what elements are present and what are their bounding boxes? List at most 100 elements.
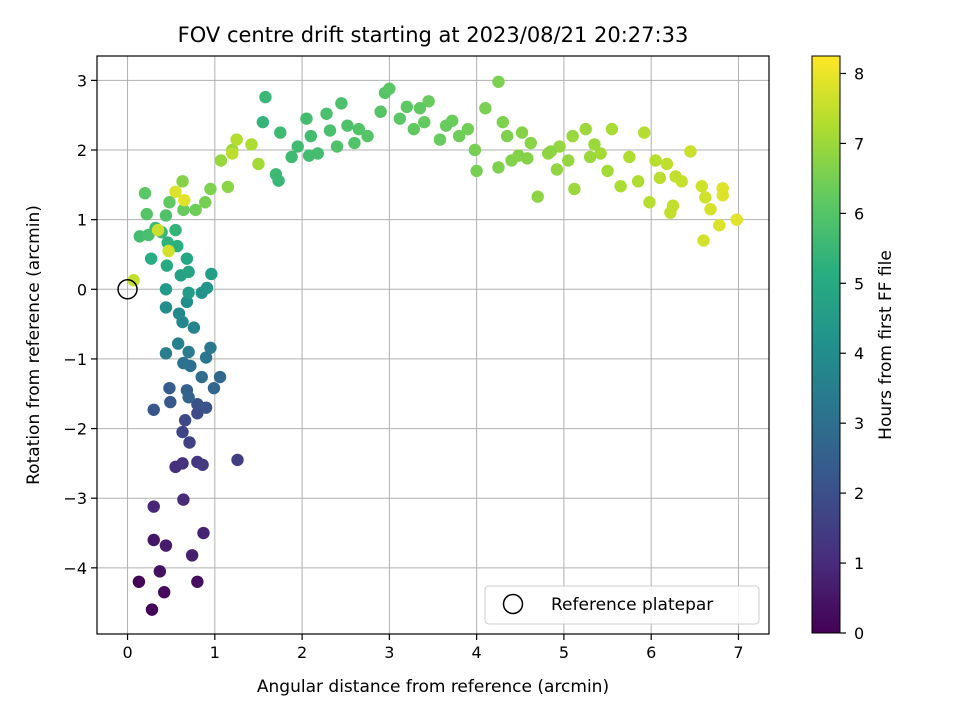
chart-title: FOV centre drift starting at 2023/08/21 … <box>178 23 689 47</box>
y-axis-ticks: −4 −3 −2 −1 0 1 2 3 <box>63 71 97 578</box>
data-point-12 <box>176 457 189 470</box>
data-point-upper-12 <box>341 119 354 132</box>
colorbar-tick-label: 1 <box>854 554 864 573</box>
x-tick-label: 6 <box>646 643 656 662</box>
data-point-49 <box>180 252 194 265</box>
data-point-upper-10 <box>323 124 337 137</box>
data-point-upper-65 <box>562 154 575 167</box>
data-point-60 <box>140 207 153 221</box>
data-point-upper-76 <box>550 163 564 176</box>
data-point-4 <box>153 565 167 578</box>
data-point-79 <box>178 193 191 207</box>
data-point-upper-18 <box>393 112 407 125</box>
data-point-upper-0 <box>256 115 270 129</box>
data-point-upper-23 <box>433 133 447 146</box>
y-tick-label: 0 <box>77 280 87 299</box>
data-point-upper-1 <box>259 90 272 104</box>
data-point-46 <box>205 267 218 281</box>
data-point-upper-66 <box>583 150 597 164</box>
legend-marker <box>502 593 524 615</box>
data-point-40 <box>159 301 173 314</box>
data-point-upper-77 <box>588 138 601 151</box>
data-point-59 <box>159 209 173 222</box>
data-point-44 <box>159 283 173 296</box>
data-point-upper-34 <box>531 190 544 203</box>
legend-entry: Reference platepar <box>551 595 713 615</box>
data-point-62 <box>163 196 176 209</box>
y-tick-label: −1 <box>63 350 87 369</box>
data-point-21 <box>199 401 213 414</box>
data-point-upper-78 <box>302 149 316 162</box>
data-point-72 <box>245 138 258 151</box>
data-point-upper-40 <box>594 147 607 160</box>
y-axis-label: Rotation from reference (arcmin) <box>24 205 44 485</box>
data-point-75 <box>127 274 140 287</box>
data-point-upper-21 <box>418 115 431 129</box>
colorbar-ticks: 0 1 2 3 4 5 6 7 8 <box>840 64 864 643</box>
y-tick-label: −3 <box>63 489 87 508</box>
data-point-upper-75 <box>521 152 534 165</box>
data-point-5 <box>147 533 160 547</box>
data-point-76 <box>151 223 165 237</box>
data-point-51 <box>144 252 158 265</box>
x-tick-label: 2 <box>297 643 307 662</box>
data-point-upper-26 <box>461 122 475 136</box>
data-point-upper-9 <box>320 107 333 121</box>
data-point-upper-69 <box>649 154 662 167</box>
data-point-upper-22 <box>422 95 435 108</box>
colorbar-tick-label: 0 <box>854 624 864 643</box>
reference-point <box>117 279 138 300</box>
data-point-upper-5 <box>291 140 304 153</box>
colorbar-tick-label: 2 <box>854 484 864 503</box>
data-point-22 <box>147 403 160 416</box>
data-point-37 <box>187 321 201 334</box>
legend-box <box>484 585 760 625</box>
colorbar-tick-label: 8 <box>854 64 864 83</box>
data-point-upper-45 <box>643 196 656 209</box>
colorbar-tick-label: 6 <box>854 204 864 223</box>
data-point-65 <box>199 196 212 209</box>
data-point-upper-19 <box>400 100 414 114</box>
data-point-upper-6 <box>300 112 313 125</box>
data-point-upper-53 <box>704 203 717 216</box>
data-point-upper-14 <box>361 129 374 143</box>
data-point-50 <box>160 259 174 272</box>
data-point-23 <box>164 395 177 409</box>
data-point-68 <box>221 180 235 194</box>
colorbar: 0 1 2 3 4 5 6 7 8 Hours from first FF file <box>811 55 896 643</box>
data-point-upper-59 <box>413 102 427 115</box>
data-point-26 <box>182 391 195 404</box>
data-point-upper-71 <box>699 191 712 204</box>
data-point-upper-27 <box>468 143 482 157</box>
data-point-upper-61 <box>470 164 483 178</box>
data-point-upper-33 <box>524 136 537 150</box>
data-point-8 <box>197 526 210 540</box>
colorbar-tick-label: 4 <box>854 344 864 363</box>
data-point-upper-3 <box>274 126 287 139</box>
reference-marker <box>117 279 138 300</box>
x-tick-label: 7 <box>733 643 743 662</box>
data-point-upper-70 <box>669 170 682 183</box>
data-point-upper-37 <box>566 129 579 143</box>
legend: Reference platepar <box>484 585 760 625</box>
data-point-3 <box>191 575 204 588</box>
x-tick-label: 4 <box>472 643 482 662</box>
data-point-upper-46 <box>653 171 667 185</box>
data-point-upper-68 <box>631 175 645 188</box>
data-point-61 <box>138 186 152 200</box>
data-point-upper-4 <box>285 150 298 164</box>
x-axis-ticks: 0 1 2 3 4 5 6 7 <box>122 634 744 662</box>
data-point-69 <box>214 154 228 167</box>
data-point-14 <box>196 458 209 471</box>
data-point-0 <box>132 575 146 588</box>
colorbar-tick-label: 5 <box>854 274 864 293</box>
data-point-36 <box>171 337 185 350</box>
data-point-32 <box>199 351 213 364</box>
data-point-upper-38 <box>568 182 581 196</box>
data-point-upper-60 <box>439 119 453 132</box>
data-point-45 <box>182 286 195 299</box>
data-point-upper-43 <box>623 150 636 164</box>
data-point-upper-13 <box>348 136 361 150</box>
data-point-upper-47 <box>660 157 674 171</box>
